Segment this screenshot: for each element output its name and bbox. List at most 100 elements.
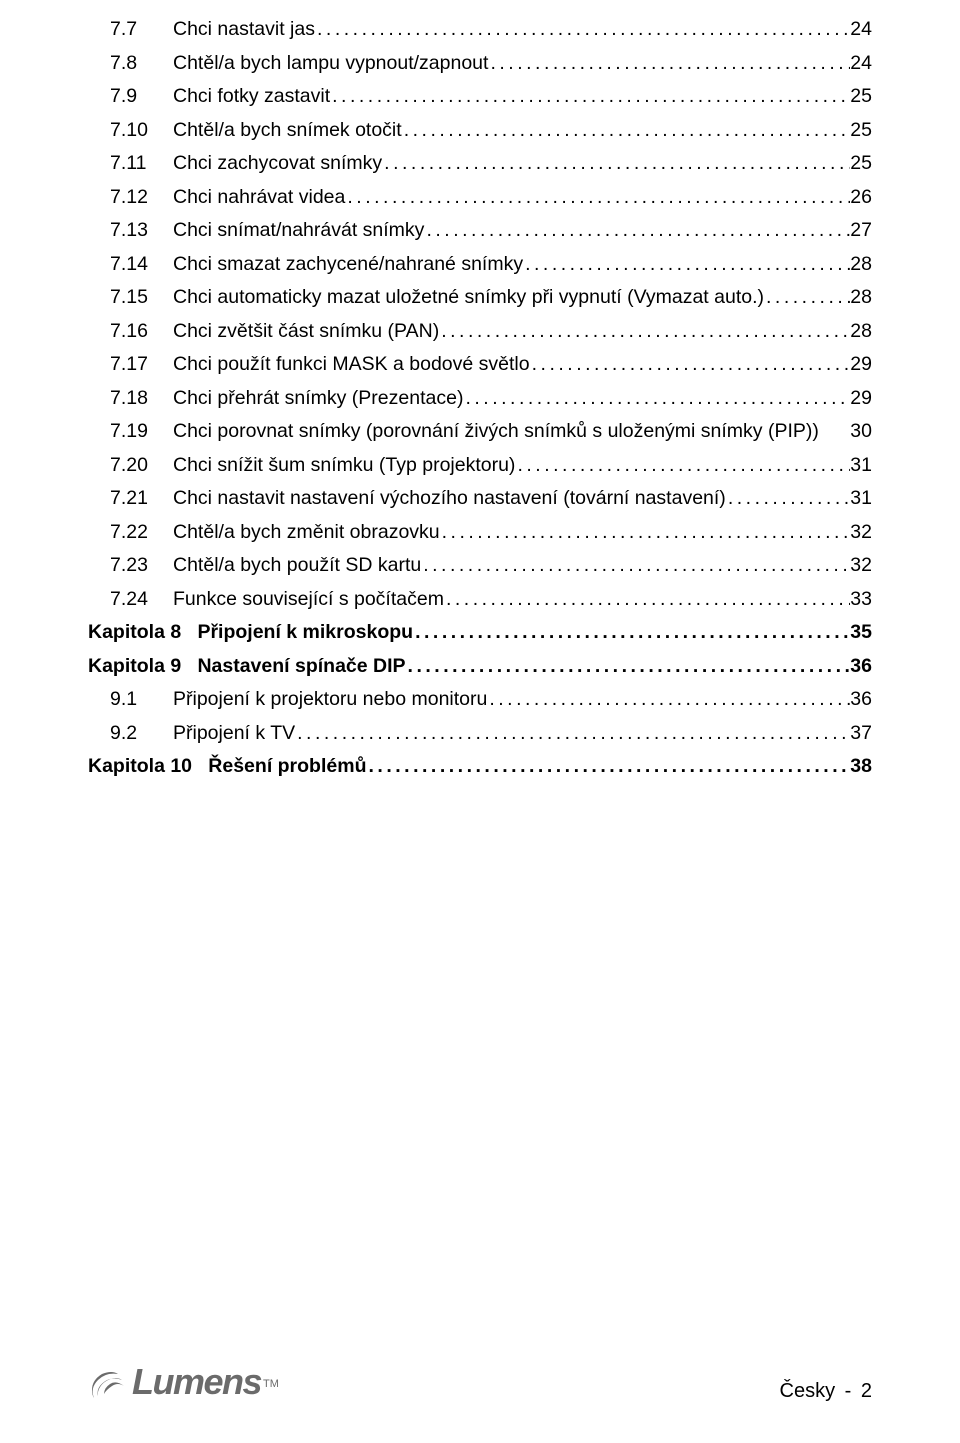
toc-entry-page: 25 (850, 87, 872, 107)
page-footer: Lumens TM Česky - 2 (88, 1361, 872, 1403)
toc-entry-number: 9.1 (88, 690, 173, 710)
toc-leader-dots (463, 389, 850, 409)
toc-leader-dots (413, 623, 850, 643)
toc-leader-dots (421, 556, 850, 576)
toc-entry-number: 7.15 (88, 288, 173, 308)
language-label: Česky (780, 1380, 836, 1402)
toc-entry-title: Chci nahrávat videa (173, 188, 345, 208)
toc-entry-row: 7.8Chtěl/a bych lampu vypnout/zapnout24 (88, 54, 872, 74)
toc-leader-dots (366, 757, 850, 777)
toc-entry-row: 7.15Chci automaticky mazat uložetné sním… (88, 288, 872, 308)
toc-entry-row: 7.23Chtěl/a bych použít SD kartu 32 (88, 556, 872, 576)
toc-entry-row: 7.11Chci zachycovat snímky25 (88, 154, 872, 174)
toc-entry-number: 7.7 (88, 20, 173, 40)
toc-entry-page: 35 (850, 623, 872, 643)
toc-entry-page: 31 (850, 489, 872, 509)
toc-leader-dots (406, 657, 851, 677)
toc-entry-title: Chtěl/a bych použít SD kartu (173, 556, 421, 576)
toc-entry-row: 7.18Chci přehrát snímky (Prezentace)29 (88, 389, 872, 409)
toc-entry-row: 7.19Chci porovnat snímky (porovnání živý… (88, 422, 872, 442)
toc-leader-dots (764, 288, 850, 308)
page-number: 2 (861, 1380, 872, 1402)
toc-entry-title: Chci zachycovat snímky (173, 154, 382, 174)
toc-entry-title: Chci snížit šum snímku (Typ projektoru) (173, 456, 515, 476)
toc-entry-title: Funkce související s počítačem (173, 590, 444, 610)
toc-entry-title: Připojení k TV (173, 724, 295, 744)
brand-name: Lumens (132, 1361, 261, 1403)
toc-entry-page: 31 (850, 456, 872, 476)
table-of-contents: 7.7Chci nastavit jas247.8Chtěl/a bych la… (0, 0, 960, 777)
toc-entry-page: 33 (850, 590, 872, 610)
toc-leader-dots (402, 121, 851, 141)
toc-leader-dots (345, 188, 850, 208)
toc-entry-title: Chtěl/a bych snímek otočit (173, 121, 402, 141)
toc-entry-number: 7.12 (88, 188, 173, 208)
toc-entry-row: 7.12Chci nahrávat videa 26 (88, 188, 872, 208)
toc-leader-dots (315, 20, 850, 40)
toc-entry-title: Kapitola 8 Připojení k mikroskopu (88, 623, 413, 643)
toc-entry-number: 7.20 (88, 456, 173, 476)
toc-chapter-row: Kapitola 9 Nastavení spínače DIP 36 (88, 657, 872, 677)
toc-entry-page: 25 (850, 154, 872, 174)
toc-entry-page: 37 (850, 724, 872, 744)
toc-entry-number: 7.14 (88, 255, 173, 275)
toc-entry-number: 7.17 (88, 355, 173, 375)
toc-entry-title: Chci automaticky mazat uložetné snímky p… (173, 288, 764, 308)
toc-entry-page: 32 (850, 556, 872, 576)
toc-entry-title: Kapitola 10 Řešení problémů (88, 757, 366, 777)
toc-entry-page: 25 (850, 121, 872, 141)
toc-leader-dots (440, 523, 851, 543)
toc-entry-page: 28 (850, 255, 872, 275)
toc-leader-dots (523, 255, 850, 275)
toc-entry-page: 26 (850, 188, 872, 208)
toc-entry-title: Chci nastavit nastavení výchozího nastav… (173, 489, 726, 509)
toc-entry-title: Chci porovnat snímky (porovnání živých s… (173, 422, 850, 442)
toc-entry-title: Kapitola 9 Nastavení spínače DIP (88, 657, 406, 677)
toc-entry-title: Chci zvětšit část snímku (PAN) (173, 322, 439, 342)
toc-leader-dots (439, 322, 850, 342)
toc-entry-row: 7.24Funkce související s počítačem 33 (88, 590, 872, 610)
toc-entry-row: 9.1Připojení k projektoru nebo monitoru 3… (88, 690, 872, 710)
page-number-label: Česky - 2 (780, 1380, 873, 1403)
toc-entry-title: Chci smazat zachycené/nahrané snímky (173, 255, 523, 275)
toc-entry-row: 7.20Chci snížit šum snímku (Typ projekto… (88, 456, 872, 476)
toc-chapter-row: Kapitola 10 Řešení problémů38 (88, 757, 872, 777)
toc-entry-row: 7.21Chci nastavit nastavení výchozího na… (88, 489, 872, 509)
toc-entry-page: 29 (850, 355, 872, 375)
toc-entry-page: 27 (850, 221, 872, 241)
toc-entry-page: 24 (850, 20, 872, 40)
toc-entry-title: Připojení k projektoru nebo monitoru (173, 690, 487, 710)
toc-leader-dots (295, 724, 850, 744)
toc-entry-title: Chtěl/a bych změnit obrazovku (173, 523, 440, 543)
toc-leader-dots (530, 355, 851, 375)
toc-entry-number: 7.18 (88, 389, 173, 409)
toc-entry-number: 9.2 (88, 724, 173, 744)
trademark-symbol: TM (263, 1378, 279, 1390)
toc-entry-page: 24 (850, 54, 872, 74)
toc-entry-row: 7.17Chci použít funkci MASK a bodové svě… (88, 355, 872, 375)
toc-entry-page: 36 (850, 657, 872, 677)
toc-entry-number: 7.8 (88, 54, 173, 74)
toc-leader-dots (424, 221, 850, 241)
toc-entry-title: Chci fotky zastavit (173, 87, 330, 107)
toc-entry-title: Chci snímat/nahrávát snímky (173, 221, 424, 241)
toc-entry-number: 7.21 (88, 489, 173, 509)
toc-entry-number: 7.19 (88, 422, 173, 442)
toc-entry-page: 36 (850, 690, 872, 710)
toc-entry-row: 7.16Chci zvětšit část snímku (PAN)28 (88, 322, 872, 342)
toc-entry-number: 7.24 (88, 590, 173, 610)
toc-leader-dots (382, 154, 850, 174)
toc-entry-page: 29 (850, 389, 872, 409)
toc-leader-dots (515, 456, 850, 476)
toc-entry-title: Chci použít funkci MASK a bodové světlo (173, 355, 530, 375)
brand-logo: Lumens TM (88, 1361, 279, 1403)
toc-entry-page: 30 (850, 422, 872, 442)
toc-entry-number: 7.23 (88, 556, 173, 576)
toc-leader-dots (330, 87, 850, 107)
toc-leader-dots (488, 54, 850, 74)
toc-leader-dots (487, 690, 850, 710)
toc-entry-number: 7.9 (88, 87, 173, 107)
toc-entry-row: 9.2Připojení k TV 37 (88, 724, 872, 744)
toc-entry-row: 7.13Chci snímat/nahrávát snímky27 (88, 221, 872, 241)
toc-chapter-row: Kapitola 8 Připojení k mikroskopu 35 (88, 623, 872, 643)
